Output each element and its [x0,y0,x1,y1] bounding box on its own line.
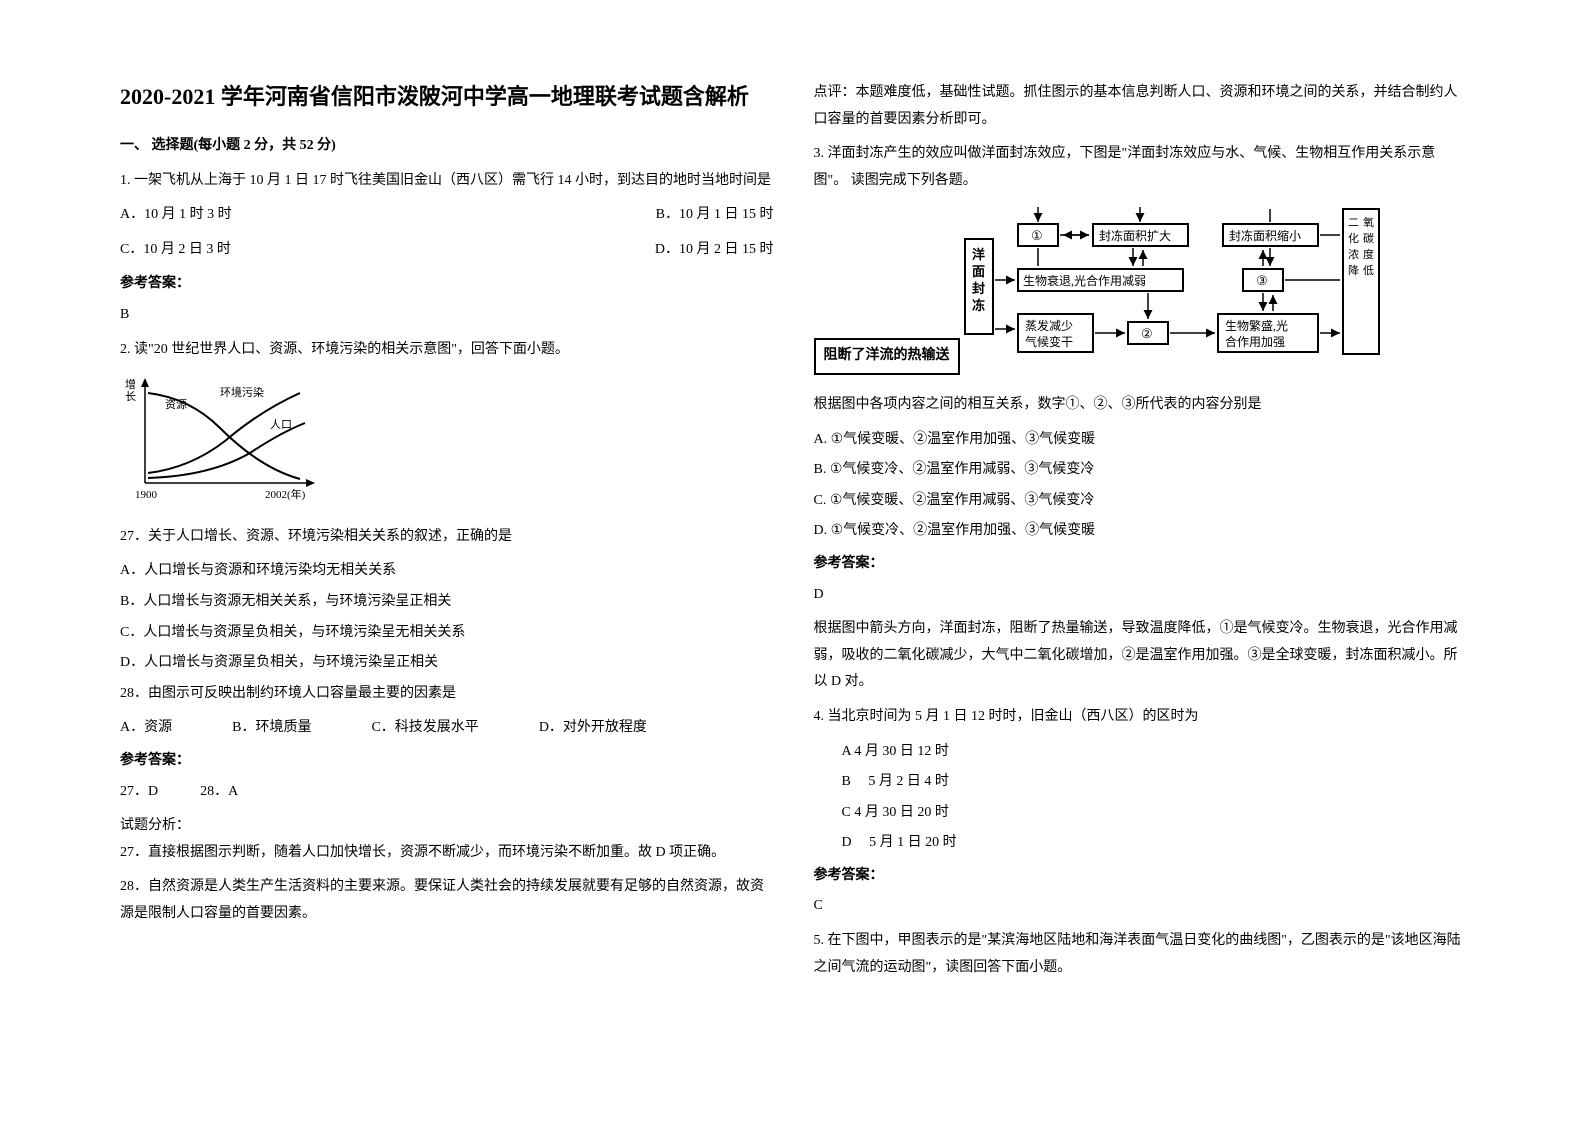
q1-answer: B [120,302,774,329]
svg-text:氧: 氧 [1363,215,1374,229]
chart-xstart: 1900 [135,489,158,501]
col2-top-comment: 点评：本题难度低，基础性试题。抓住图示的基本信息判断人口、资源和环境之间的关系，… [814,80,1468,133]
svg-text:蒸发减少: 蒸发减少 [1025,318,1073,333]
q27-text: 27．关于人口增长、资源、环境污染相关关系的叙述，正确的是 [120,524,774,551]
svg-text:冻: 冻 [972,298,985,313]
q3-answer-heading: 参考答案： [814,551,1468,578]
right-column: 点评：本题难度低，基础性试题。抓住图示的基本信息判断人口、资源和环境之间的关系，… [794,80,1488,1062]
q27-option-d: D．人口增长与资源呈负相关，与环境污染呈正相关 [120,650,774,677]
document-title: 2020-2021 学年河南省信阳市泼陂河中学高一地理联考试题含解析 [120,80,774,113]
q2-intro: 2. 读"20 世纪世界人口、资源、环境污染的相关示意图"，回答下面小题。 [120,337,774,364]
svg-text:浓: 浓 [1348,248,1359,261]
q1-options-row-2: C．10 月 2 日 3 时 D．10 月 2 日 15 时 [120,237,774,264]
q1-text: 1. 一架飞机从上海于 10 月 1 日 17 时飞往美国旧金山（西八区）需飞行… [120,168,774,195]
svg-text:低: 低 [1363,264,1374,277]
q4-option-a: A 4 月 30 日 12 时 [842,739,1468,766]
svg-text:②: ② [1141,326,1153,341]
svg-text:长: 长 [125,390,136,403]
svg-text:生物衰退,光合作用减弱: 生物衰退,光合作用减弱 [1023,273,1146,288]
q27-option-a: A．人口增长与资源和环境污染均无相关关系 [120,558,774,585]
left-column: 2020-2021 学年河南省信阳市泼陂河中学高一地理联考试题含解析 一、 选择… [100,80,794,1062]
q5-text: 5. 在下图中，甲图表示的是"某滨海地区陆地和海洋表面气温日变化的曲线图"，乙图… [814,928,1468,981]
q27-options: A．人口增长与资源和环境污染均无相关关系 B．人口增长与资源无相关关系，与环境污… [120,558,774,676]
q4-text: 4. 当北京时间为 5 月 1 日 12 时时，旧金山（西八区）的区时为 [814,704,1468,731]
svg-text:气候变干: 气候变干 [1025,334,1073,349]
q3-answer: D [814,582,1468,609]
q3-text: 3. 洋面封冻产生的效应叫做洋面封冻效应，下图是"洋面封冻效应与水、气候、生物相… [814,141,1468,194]
q28-option-c: C．科技发展水平 [371,715,478,742]
q3-option-b: B. ①气候变冷、②温室作用减弱、③气候变冷 [814,457,1468,484]
q2-analysis-28: 28．自然资源是人类生产生活资料的主要来源。要保证人类社会的持续发展就要有足够的… [120,874,774,927]
q3-options: A. ①气候变暖、②温室作用加强、③气候变暖 B. ①气候变冷、②温室作用减弱、… [814,427,1468,545]
q2-answer-line: 27．D 28．A [120,779,774,806]
q2-chart: 增 长 资源 环境污染 人口 1900 2002(年) [120,373,774,514]
q3-analysis: 根据图中箭头方向，洋面封冻，阻断了热量输送，导致温度降低，①是气候变冷。生物衰退… [814,616,1468,696]
q1-option-c: C．10 月 2 日 3 时 [120,237,231,264]
q3-option-c: C. ①气候变暖、②温室作用减弱、③气候变冷 [814,488,1468,515]
chart-label-pollution: 环境污染 [220,385,264,399]
svg-text:封冻面积扩大: 封冻面积扩大 [1099,228,1171,243]
svg-text:洋: 洋 [972,247,985,262]
q4-option-c: C 4 月 30 日 20 时 [842,800,1468,827]
svg-text:封冻面积缩小: 封冻面积缩小 [1229,228,1301,243]
q27-option-c: C．人口增长与资源呈负相关，与环境污染呈无相关关系 [120,620,774,647]
q2-analysis-27: 27．直接根据图示判断，随着人口加快增长，资源不断减少，而环境污染不断加重。故 … [120,840,774,867]
q2-answer-heading: 参考答案： [120,748,774,775]
svg-text:生物繁盛,光: 生物繁盛,光 [1225,318,1288,333]
svg-text:①: ① [1031,228,1043,243]
q28-text: 28．由图示可反映出制约环境人口容量最主要的因素是 [120,681,774,708]
q4-option-b: B 5 月 2 日 4 时 [842,769,1468,796]
svg-text:碳: 碳 [1363,231,1374,245]
svg-text:降: 降 [1348,263,1359,277]
diagram-title: 阻断了洋流的热输送 [814,338,960,375]
q3-option-d: D. ①气候变冷、②温室作用加强、③气候变暖 [814,518,1468,545]
chart-ylabel: 增 [125,377,136,391]
svg-text:化: 化 [1348,231,1359,245]
q1-option-b: B．10 月 1 日 15 时 [656,202,774,229]
q28-options: A．资源 B．环境质量 C．科技发展水平 D．对外开放程度 [120,715,774,742]
chart-xend: 2002(年) [265,487,306,501]
chart-label-population: 人口 [270,418,292,431]
q3-diagram: 阻断了洋流的热输送 洋 面 封 冻 二 氧 化 碳 浓 度 降 低 [814,204,1468,377]
svg-text:封: 封 [972,281,985,296]
flow-diagram-svg: 洋 面 封 冻 二 氧 化 碳 浓 度 降 低 ① 封冻面积扩大 封冻面积缩小 … [963,204,1383,359]
svg-text:面: 面 [972,264,985,279]
q1-option-a: A．10 月 1 时 3 时 [120,202,232,229]
q28-option-d: D．对外开放程度 [539,715,647,742]
svg-text:二: 二 [1348,217,1359,229]
svg-text:③: ③ [1256,273,1268,288]
svg-text:度: 度 [1363,247,1374,261]
q1-options-row-1: A．10 月 1 时 3 时 B．10 月 1 日 15 时 [120,202,774,229]
q27-option-b: B．人口增长与资源无相关关系，与环境污染呈正相关 [120,589,774,616]
q4-option-d: D 5 月 1 日 20 时 [842,830,1468,857]
q4-options: A 4 月 30 日 12 时 B 5 月 2 日 4 时 C 4 月 30 日… [814,739,1468,857]
q4-answer-heading: 参考答案： [814,863,1468,890]
q28-option-b: B．环境质量 [232,715,311,742]
line-chart-svg: 增 长 资源 环境污染 人口 1900 2002(年) [120,373,320,503]
q2-analysis-heading: 试题分析： [120,813,774,840]
svg-text:合作用加强: 合作用加强 [1225,334,1285,349]
section-1-heading: 一、 选择题(每小题 2 分，共 52 分) [120,133,774,160]
q3-option-a: A. ①气候变暖、②温室作用加强、③气候变暖 [814,427,1468,454]
q3-subq: 根据图中各项内容之间的相互关系，数字①、②、③所代表的内容分别是 [814,392,1468,419]
q1-option-d: D．10 月 2 日 15 时 [655,237,774,264]
q1-answer-heading: 参考答案： [120,271,774,298]
q28-option-a: A．资源 [120,715,172,742]
q4-answer: C [814,893,1468,920]
chart-label-resource: 资源 [165,397,187,411]
